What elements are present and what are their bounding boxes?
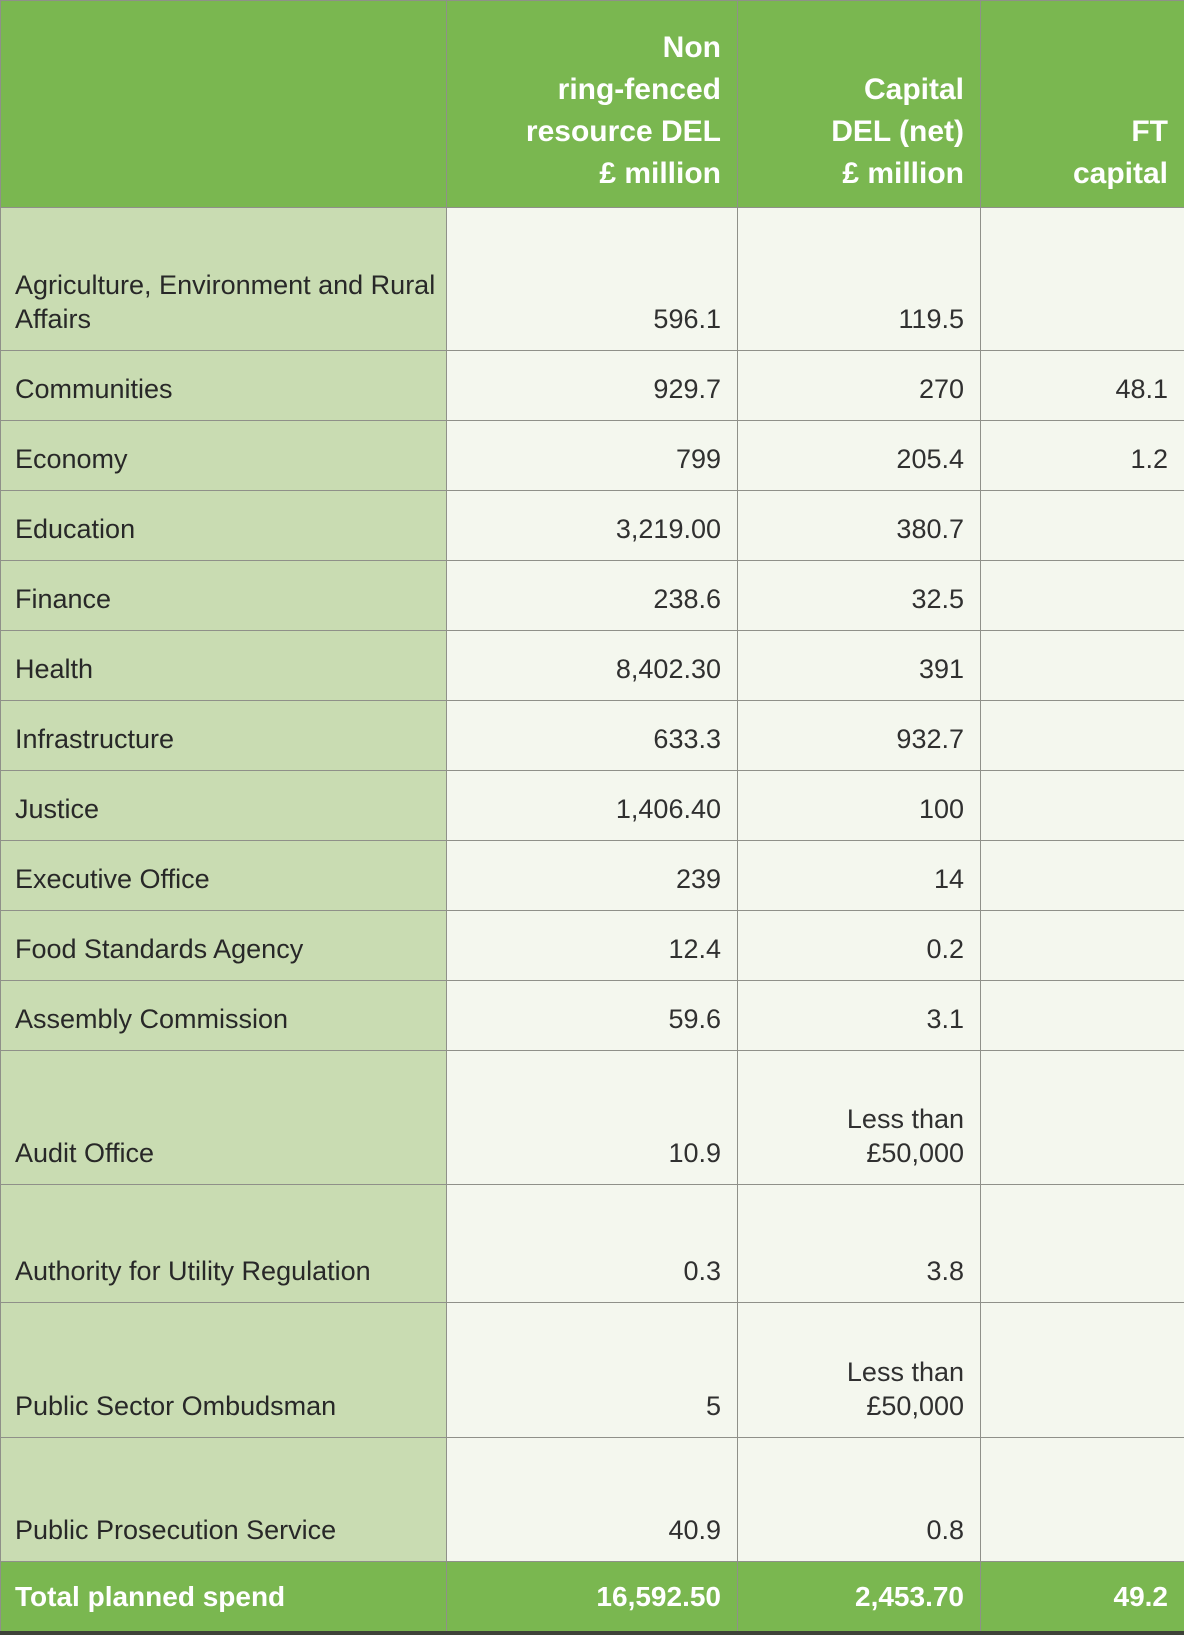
capital-del-value: Less than £50,000 [738, 1051, 981, 1185]
table-row: Agriculture, Environment and Rural Affai… [1, 208, 1184, 351]
total-capital-del: 2,453.70 [738, 1562, 981, 1633]
ft-capital-value [981, 631, 1184, 701]
ft-capital-value [981, 701, 1184, 771]
resource-del-value: 8,402.30 [447, 631, 738, 701]
ft-capital-value [981, 491, 1184, 561]
row-label: Assembly Commission [1, 981, 447, 1051]
ft-capital-value [981, 841, 1184, 911]
resource-del-value: 59.6 [447, 981, 738, 1051]
capital-del-value: 32.5 [738, 561, 981, 631]
resource-del-value: 1,406.40 [447, 771, 738, 841]
resource-del-value: 239 [447, 841, 738, 911]
ft-capital-value [981, 1051, 1184, 1185]
capital-del-value: 3.8 [738, 1185, 981, 1303]
capital-del-value: 270 [738, 351, 981, 421]
row-label: Economy [1, 421, 447, 491]
resource-del-value: 799 [447, 421, 738, 491]
ft-capital-value [981, 771, 1184, 841]
ft-capital-value: 48.1 [981, 351, 1184, 421]
resource-del-value: 3,219.00 [447, 491, 738, 561]
ft-capital-value [981, 981, 1184, 1051]
capital-del-value: 14 [738, 841, 981, 911]
resource-del-value: 633.3 [447, 701, 738, 771]
capital-del-value: 0.2 [738, 911, 981, 981]
header-spacer [1, 1, 447, 208]
total-ft-capital: 49.2 [981, 1562, 1184, 1633]
header-ft-capital: FT capital [981, 1, 1184, 208]
resource-del-value: 596.1 [447, 208, 738, 351]
row-label: Public Sector Ombudsman [1, 1303, 447, 1438]
row-label: Infrastructure [1, 701, 447, 771]
capital-del-value: 0.8 [738, 1438, 981, 1562]
capital-del-value: 100 [738, 771, 981, 841]
row-label: Justice [1, 771, 447, 841]
row-label: Communities [1, 351, 447, 421]
row-label: Food Standards Agency [1, 911, 447, 981]
capital-del-value: 119.5 [738, 208, 981, 351]
header-row: Non ring-fenced resource DEL £ million C… [1, 1, 1184, 208]
capital-del-value: 932.7 [738, 701, 981, 771]
row-label: Health [1, 631, 447, 701]
row-label: Audit Office [1, 1051, 447, 1185]
total-label: Total planned spend [1, 1562, 447, 1633]
capital-del-value: 3.1 [738, 981, 981, 1051]
row-label: Education [1, 491, 447, 561]
total-row: Total planned spend 16,592.50 2,453.70 4… [1, 1562, 1184, 1633]
header-capital-del: Capital DEL (net) £ million [738, 1, 981, 208]
ft-capital-value [981, 911, 1184, 981]
total-resource-del: 16,592.50 [447, 1562, 738, 1633]
ft-capital-value [981, 208, 1184, 351]
row-label: Agriculture, Environment and Rural Affai… [1, 208, 447, 351]
capital-del-value: Less than £50,000 [738, 1303, 981, 1438]
resource-del-value: 10.9 [447, 1051, 738, 1185]
ft-capital-value [981, 1185, 1184, 1303]
ft-capital-value [981, 1303, 1184, 1438]
ft-capital-value [981, 561, 1184, 631]
header-resource-del: Non ring-fenced resource DEL £ million [447, 1, 738, 208]
resource-del-value: 0.3 [447, 1185, 738, 1303]
resource-del-value: 12.4 [447, 911, 738, 981]
capital-del-value: 380.7 [738, 491, 981, 561]
row-label: Authority for Utility Regulation [1, 1185, 447, 1303]
resource-del-value: 5 [447, 1303, 738, 1438]
ft-capital-value: 1.2 [981, 421, 1184, 491]
resource-del-value: 238.6 [447, 561, 738, 631]
row-label: Executive Office [1, 841, 447, 911]
resource-del-value: 40.9 [447, 1438, 738, 1562]
ft-capital-value [981, 1438, 1184, 1562]
capital-del-value: 391 [738, 631, 981, 701]
row-label: Finance [1, 561, 447, 631]
resource-del-value: 929.7 [447, 351, 738, 421]
row-label: Public Prosecution Service [1, 1438, 447, 1562]
capital-del-value: 205.4 [738, 421, 981, 491]
